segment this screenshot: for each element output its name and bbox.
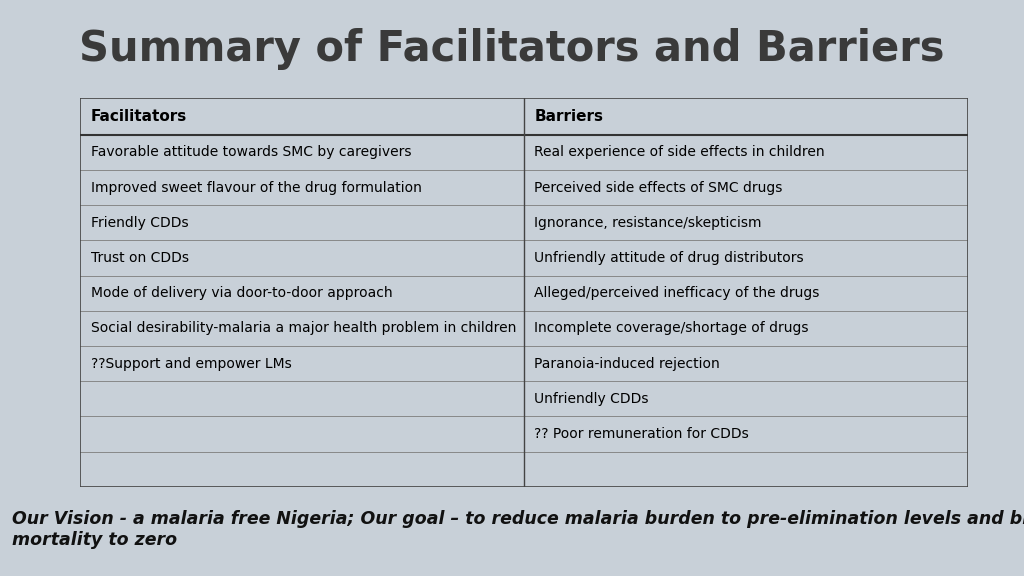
- Text: Our Vision - a malaria free Nigeria; Our goal – to reduce malaria burden to pre-: Our Vision - a malaria free Nigeria; Our…: [12, 510, 1024, 549]
- Text: Social desirability-malaria a major health problem in children: Social desirability-malaria a major heal…: [90, 321, 516, 335]
- Text: Unfriendly CDDs: Unfriendly CDDs: [535, 392, 649, 406]
- Text: Favorable attitude towards SMC by caregivers: Favorable attitude towards SMC by caregi…: [90, 146, 411, 160]
- Text: Perceived side effects of SMC drugs: Perceived side effects of SMC drugs: [535, 181, 782, 195]
- Text: Real experience of side effects in children: Real experience of side effects in child…: [535, 146, 825, 160]
- Text: Trust on CDDs: Trust on CDDs: [90, 251, 188, 265]
- Text: Summary of Facilitators and Barriers: Summary of Facilitators and Barriers: [79, 28, 945, 70]
- Text: Facilitators: Facilitators: [90, 109, 186, 124]
- Text: Alleged/perceived inefficacy of the drugs: Alleged/perceived inefficacy of the drug…: [535, 286, 820, 300]
- Text: Barriers: Barriers: [535, 109, 603, 124]
- Text: Unfriendly attitude of drug distributors: Unfriendly attitude of drug distributors: [535, 251, 804, 265]
- Text: Paranoia-induced rejection: Paranoia-induced rejection: [535, 357, 720, 370]
- Text: Friendly CDDs: Friendly CDDs: [90, 216, 188, 230]
- Text: Mode of delivery via door-to-door approach: Mode of delivery via door-to-door approa…: [90, 286, 392, 300]
- Text: ??Support and empower LMs: ??Support and empower LMs: [90, 357, 291, 370]
- Text: Improved sweet flavour of the drug formulation: Improved sweet flavour of the drug formu…: [90, 181, 422, 195]
- Text: Ignorance, resistance/skepticism: Ignorance, resistance/skepticism: [535, 216, 762, 230]
- Text: ?? Poor remuneration for CDDs: ?? Poor remuneration for CDDs: [535, 427, 750, 441]
- Text: Incomplete coverage/shortage of drugs: Incomplete coverage/shortage of drugs: [535, 321, 809, 335]
